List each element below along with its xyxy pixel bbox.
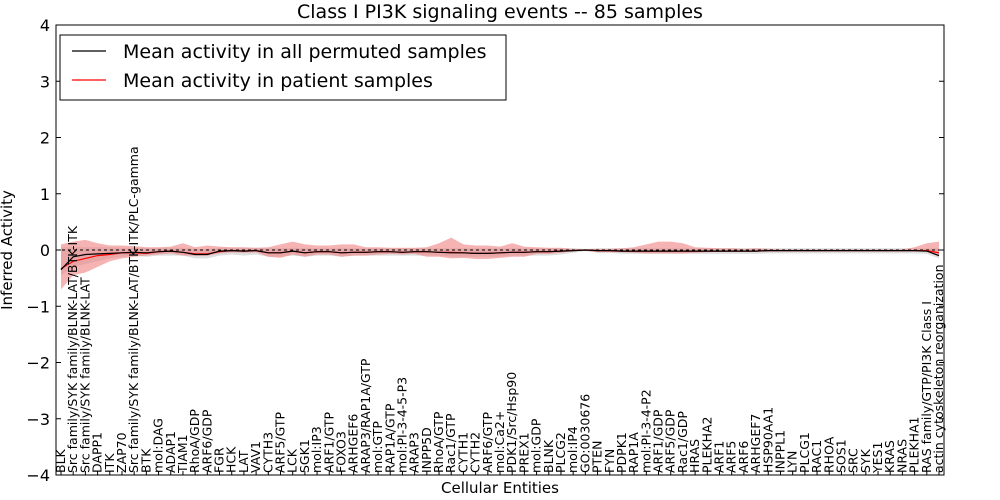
y-tick-label: 3 (40, 72, 50, 91)
entity-label: PTEN (590, 441, 605, 473)
entity-label: PREX1 (516, 432, 531, 473)
entity-label: RHOA (821, 436, 836, 473)
entity-label: mol:Ca2+ (492, 411, 507, 473)
entity-label: LCK (285, 448, 300, 473)
legend-label-permuted: Mean activity in all permuted samples (123, 41, 486, 63)
entity-label: HSP90AA1 (760, 407, 775, 473)
entity-label: ZAP70 (114, 432, 129, 473)
entity-label: ARF1 (712, 441, 727, 473)
entity-label: Src family/SYK family/BLNK-LAT/BTK-ITK (65, 225, 80, 473)
legend-box (59, 34, 507, 101)
entity-label: ARF6/GDP (199, 409, 214, 473)
entity-label: GO:0030676 (577, 394, 592, 473)
entity-label: PDK1/Src/Hsp90 (504, 372, 519, 473)
entity-label: ARF1/GTP (321, 412, 336, 473)
entity-label: INPPL1 (773, 430, 788, 473)
entity-label: CYTH2 (468, 432, 483, 473)
entity-label: SGK1 (297, 439, 312, 473)
entity-label: YES1 (870, 442, 885, 474)
y-tick-label: −4 (26, 466, 50, 485)
entity-label: mol:DAG (151, 418, 166, 473)
y-tick-label: 1 (40, 185, 50, 204)
entity-label: SYK (858, 448, 873, 473)
entity-label: LAT (236, 450, 251, 473)
entity-label: mol:IP4 (565, 426, 580, 473)
entity-label: ARF5/GTP (273, 412, 288, 473)
entity-label: LYN (785, 451, 800, 473)
entity-label: PDPK1 (614, 432, 629, 473)
entity-label: actin cytoskeleton reorganization (931, 264, 946, 473)
entity-label: ARAP3 (407, 432, 422, 473)
entity-label: PLCG2 (553, 432, 568, 473)
entity-label: mol:GDP (529, 418, 544, 473)
entity-label: PLEKHA1 (907, 416, 922, 473)
y-axis-ticks: −4 −3 −2 −1 0 1 2 3 4 (26, 16, 944, 485)
entity-label: mol:IP3 (309, 426, 324, 473)
y-tick-label: 4 (40, 16, 50, 35)
x-axis-label: Cellular Entities (441, 479, 559, 497)
entity-label: FYN (602, 449, 617, 473)
legend: Mean activity in all permuted samples Me… (59, 34, 507, 101)
entity-label: ARF6 (736, 441, 751, 473)
entity-label: SOS1 (833, 439, 848, 473)
series-lines (60, 249, 940, 271)
entity-label: SRC (846, 448, 861, 473)
legend-label-patient: Mean activity in patient samples (123, 70, 433, 92)
entity-label: BTK (138, 448, 153, 473)
entity-label: FGR (212, 447, 227, 473)
entity-label: RhoA/GDP (187, 409, 202, 473)
entity-label: ARF5/GDP (663, 409, 678, 473)
entity-label: ARF6/GTP (480, 412, 495, 473)
entity-label: ARF1/GDP (651, 409, 666, 473)
entity-label: CYTH1 (455, 432, 470, 473)
patient-band (61, 237, 939, 290)
y-tick-label: −1 (26, 297, 50, 316)
entity-label: ARAP3/RAP1A/GTP (358, 358, 373, 473)
entity-label: Src family/SYK family/BLNK-LAT (77, 277, 92, 473)
entity-label: VAV1 (248, 441, 263, 473)
entity-label: KRAS (882, 440, 897, 473)
entity-label: Rac1/GDP (675, 411, 690, 473)
entity-label: RhoA/GTP (431, 411, 446, 473)
entity-label: ADAP1 (163, 431, 178, 473)
y-tick-label: −2 (26, 354, 50, 373)
plot-frame (55, 24, 945, 476)
entity-label: BLK (53, 448, 68, 473)
entity-label: mol:PI-3-4-P2 (638, 389, 653, 473)
entity-label: RAC1 (809, 440, 824, 473)
entity-label: INPP5D (419, 427, 434, 473)
entity-label: Src family/SYK family/BLNK-LAT/BTK-ITK/P… (126, 146, 141, 473)
entity-label: PLCG1 (797, 432, 812, 473)
y-axis-label: Inferred Activity (0, 190, 16, 310)
entity-label: PLEKHA2 (699, 416, 714, 473)
entity-label: CYTH3 (260, 432, 275, 473)
entity-label: RAP1A/GTP (382, 403, 397, 473)
permuted-mean-line (60, 249, 940, 271)
entity-label: mol:PI-3-4-5-P3 (394, 377, 409, 473)
entity-label: FOXO3 (334, 431, 349, 473)
entity-label: mol:GTP (370, 421, 385, 473)
entity-label: ARF5 (724, 441, 739, 473)
confidence-bands (61, 237, 939, 290)
y-tick-label: 2 (40, 129, 50, 148)
entity-label: BLNK (541, 439, 556, 473)
entity-label: HRAS (687, 439, 702, 473)
entity-label: ARHGEF7 (748, 414, 763, 473)
entity-label: TIAM1 (175, 434, 190, 474)
y-tick-label: −3 (26, 410, 50, 429)
chart-title: Class I PI3K signaling events -- 85 samp… (297, 1, 703, 23)
entity-label: DAPP1 (90, 432, 105, 473)
entity-label: RAS family/GTP/PI3K Class I (919, 301, 934, 473)
entity-label: NRAS (894, 439, 909, 473)
entity-label: ARHGEF6 (346, 414, 361, 473)
y-tick-label: 0 (40, 241, 50, 260)
entity-label: ITK (102, 453, 117, 473)
entity-label: Rac1/GTP (443, 413, 458, 473)
entity-label: HCK (224, 446, 239, 473)
entity-label: RAP1A (626, 432, 641, 473)
